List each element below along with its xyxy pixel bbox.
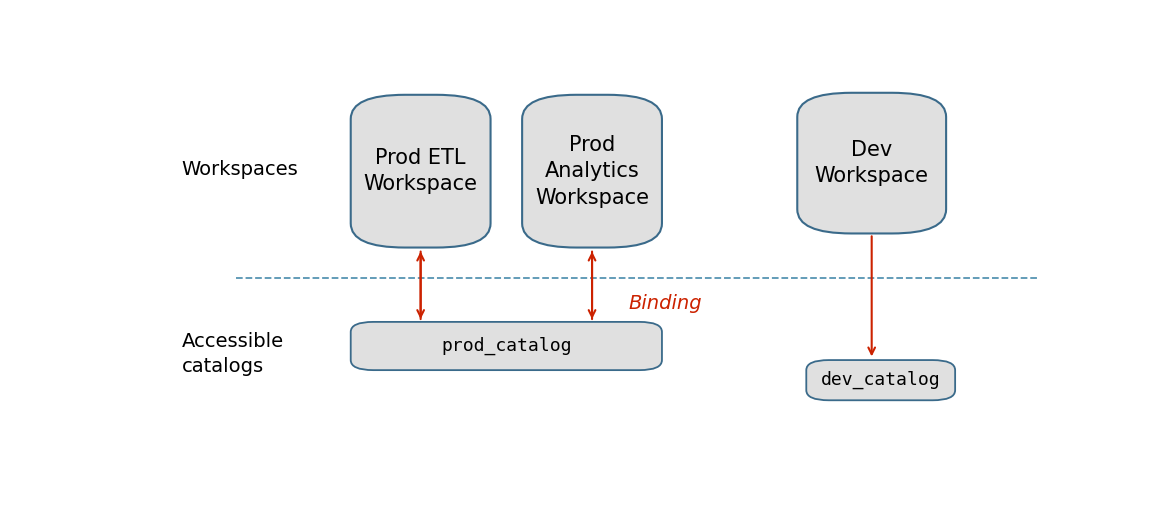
Text: Prod
Analytics
Workspace: Prod Analytics Workspace <box>535 135 650 208</box>
FancyBboxPatch shape <box>807 360 956 400</box>
FancyBboxPatch shape <box>350 95 490 247</box>
Text: Accessible
catalogs: Accessible catalogs <box>182 332 284 376</box>
Text: Prod ETL
Workspace: Prod ETL Workspace <box>363 148 477 194</box>
FancyBboxPatch shape <box>523 95 662 247</box>
FancyBboxPatch shape <box>797 93 946 233</box>
Text: Workspaces: Workspaces <box>182 160 298 179</box>
Text: Dev
Workspace: Dev Workspace <box>815 140 929 186</box>
Text: prod_catalog: prod_catalog <box>441 337 572 355</box>
Text: Binding: Binding <box>629 294 702 313</box>
FancyBboxPatch shape <box>350 322 662 370</box>
Text: dev_catalog: dev_catalog <box>821 371 941 389</box>
